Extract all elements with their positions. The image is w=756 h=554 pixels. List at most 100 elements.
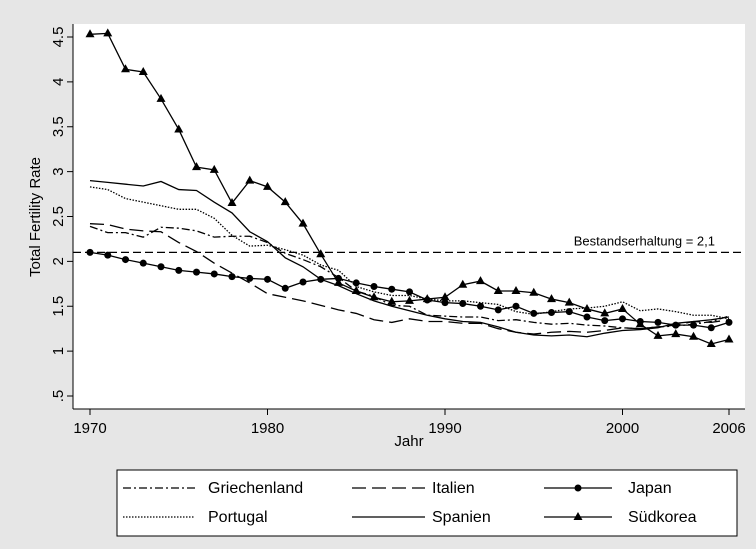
legend (116, 469, 738, 537)
point (175, 266, 183, 274)
point (530, 309, 538, 317)
y-tick-label: 2.5 (50, 206, 67, 227)
point (104, 251, 112, 259)
legend-label: Italien (432, 480, 475, 497)
point (298, 218, 308, 227)
point (548, 309, 555, 317)
point (246, 274, 254, 282)
point (370, 283, 378, 291)
x-tick-label: 1970 (73, 420, 106, 437)
point (707, 324, 715, 332)
point (369, 292, 379, 301)
legend-label: Südkorea (628, 509, 697, 526)
y-tick-label: 4.5 (50, 27, 67, 48)
legend-marker (574, 484, 582, 492)
point (725, 318, 733, 326)
y-tick-label: 2 (50, 257, 67, 265)
point (334, 277, 343, 286)
point (121, 64, 130, 73)
point (619, 315, 626, 323)
point (440, 292, 450, 301)
point (103, 28, 113, 37)
point (387, 296, 397, 305)
point (405, 295, 414, 304)
y-tick-label: 3 (50, 167, 67, 175)
point (210, 270, 218, 278)
point (156, 93, 166, 102)
point (351, 285, 361, 294)
legend-label: Japan (628, 480, 672, 497)
legend-label: Portugal (208, 509, 268, 526)
point (86, 248, 94, 256)
y-tick-label: 4 (50, 78, 67, 86)
point (583, 313, 591, 321)
point (618, 303, 627, 312)
point (388, 285, 396, 293)
x-tick-label: 2000 (606, 420, 639, 437)
point (477, 302, 484, 310)
point (547, 294, 556, 303)
plot-area (73, 24, 745, 409)
legend-label: Spanien (432, 509, 491, 526)
series-line (89, 225, 730, 330)
point (512, 302, 520, 310)
point (209, 164, 219, 173)
point (653, 330, 663, 339)
point (281, 284, 289, 292)
point (671, 329, 681, 338)
legend-marker (573, 512, 583, 520)
point (192, 162, 201, 171)
x-tick-label: 1990 (428, 420, 461, 437)
point (690, 321, 697, 329)
point (654, 318, 662, 326)
x-tick-label: 2006 (712, 420, 745, 437)
point (476, 276, 485, 285)
point (635, 319, 645, 328)
point (263, 181, 272, 190)
point (529, 287, 539, 296)
series-line (89, 223, 730, 335)
point (139, 259, 147, 267)
point (299, 278, 307, 286)
point (193, 268, 200, 276)
point (280, 197, 290, 206)
point (494, 306, 502, 314)
point (316, 249, 326, 258)
point (264, 275, 271, 283)
y-tick-label: 1.5 (50, 296, 67, 317)
point (122, 256, 129, 264)
point (459, 300, 467, 308)
point (493, 285, 503, 294)
point (582, 303, 592, 312)
point (706, 338, 716, 347)
point (564, 297, 574, 306)
y-tick-label: .5 (50, 390, 67, 403)
point (245, 175, 255, 184)
point (85, 29, 95, 38)
point (174, 124, 184, 133)
point (458, 279, 468, 288)
x-tick-label: 1980 (251, 420, 284, 437)
point (600, 308, 610, 317)
point (228, 273, 236, 281)
x-axis-title: Jahr (394, 433, 423, 450)
point (352, 279, 360, 287)
point (157, 263, 165, 271)
point (138, 67, 148, 76)
point (601, 317, 609, 325)
point (422, 294, 432, 303)
legend-label: Griechenland (208, 480, 303, 497)
point (406, 288, 413, 296)
point (227, 198, 237, 207)
point (565, 308, 573, 316)
point (511, 285, 521, 294)
y-axis-title: Total Fertility Rate (27, 157, 44, 277)
point (689, 331, 698, 340)
y-tick-label: 1 (50, 347, 67, 355)
point (724, 334, 734, 343)
series-line (89, 179, 730, 338)
y-tick-label: 3.5 (50, 116, 67, 137)
reference-label: Bestandserhaltung = 2,1 (574, 233, 715, 248)
